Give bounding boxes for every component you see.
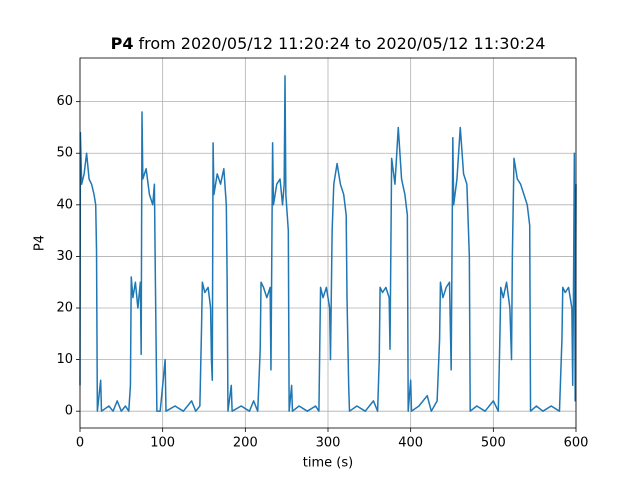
x-tick-label: 0 bbox=[76, 436, 84, 451]
chart-title: P4 from 2020/05/12 11:20:24 to 2020/05/12… bbox=[111, 34, 546, 53]
y-tick-label: 40 bbox=[56, 197, 73, 212]
y-tick-label: 50 bbox=[56, 146, 73, 161]
x-tick-label: 500 bbox=[481, 436, 506, 451]
x-tick-label: 400 bbox=[398, 436, 423, 451]
y-tick-label: 0 bbox=[65, 404, 73, 419]
x-axis-label: time (s) bbox=[303, 456, 353, 471]
x-tick-label: 600 bbox=[564, 436, 589, 451]
x-tick-label: 100 bbox=[150, 436, 175, 451]
title-rest: from 2020/05/12 11:20:24 to 2020/05/12 1… bbox=[138, 34, 545, 53]
y-tick-label: 10 bbox=[56, 352, 73, 367]
y-tick-label: 20 bbox=[56, 301, 73, 316]
y-axis-label: P4 bbox=[33, 235, 48, 251]
y-tick-label: 60 bbox=[56, 94, 73, 109]
x-tick-label: 300 bbox=[316, 436, 341, 451]
y-tick-label: 30 bbox=[56, 249, 73, 264]
plot-frame bbox=[79, 57, 577, 429]
line-series bbox=[79, 75, 577, 412]
title-bold: P4 bbox=[111, 34, 134, 53]
x-tick-label: 200 bbox=[233, 436, 258, 451]
